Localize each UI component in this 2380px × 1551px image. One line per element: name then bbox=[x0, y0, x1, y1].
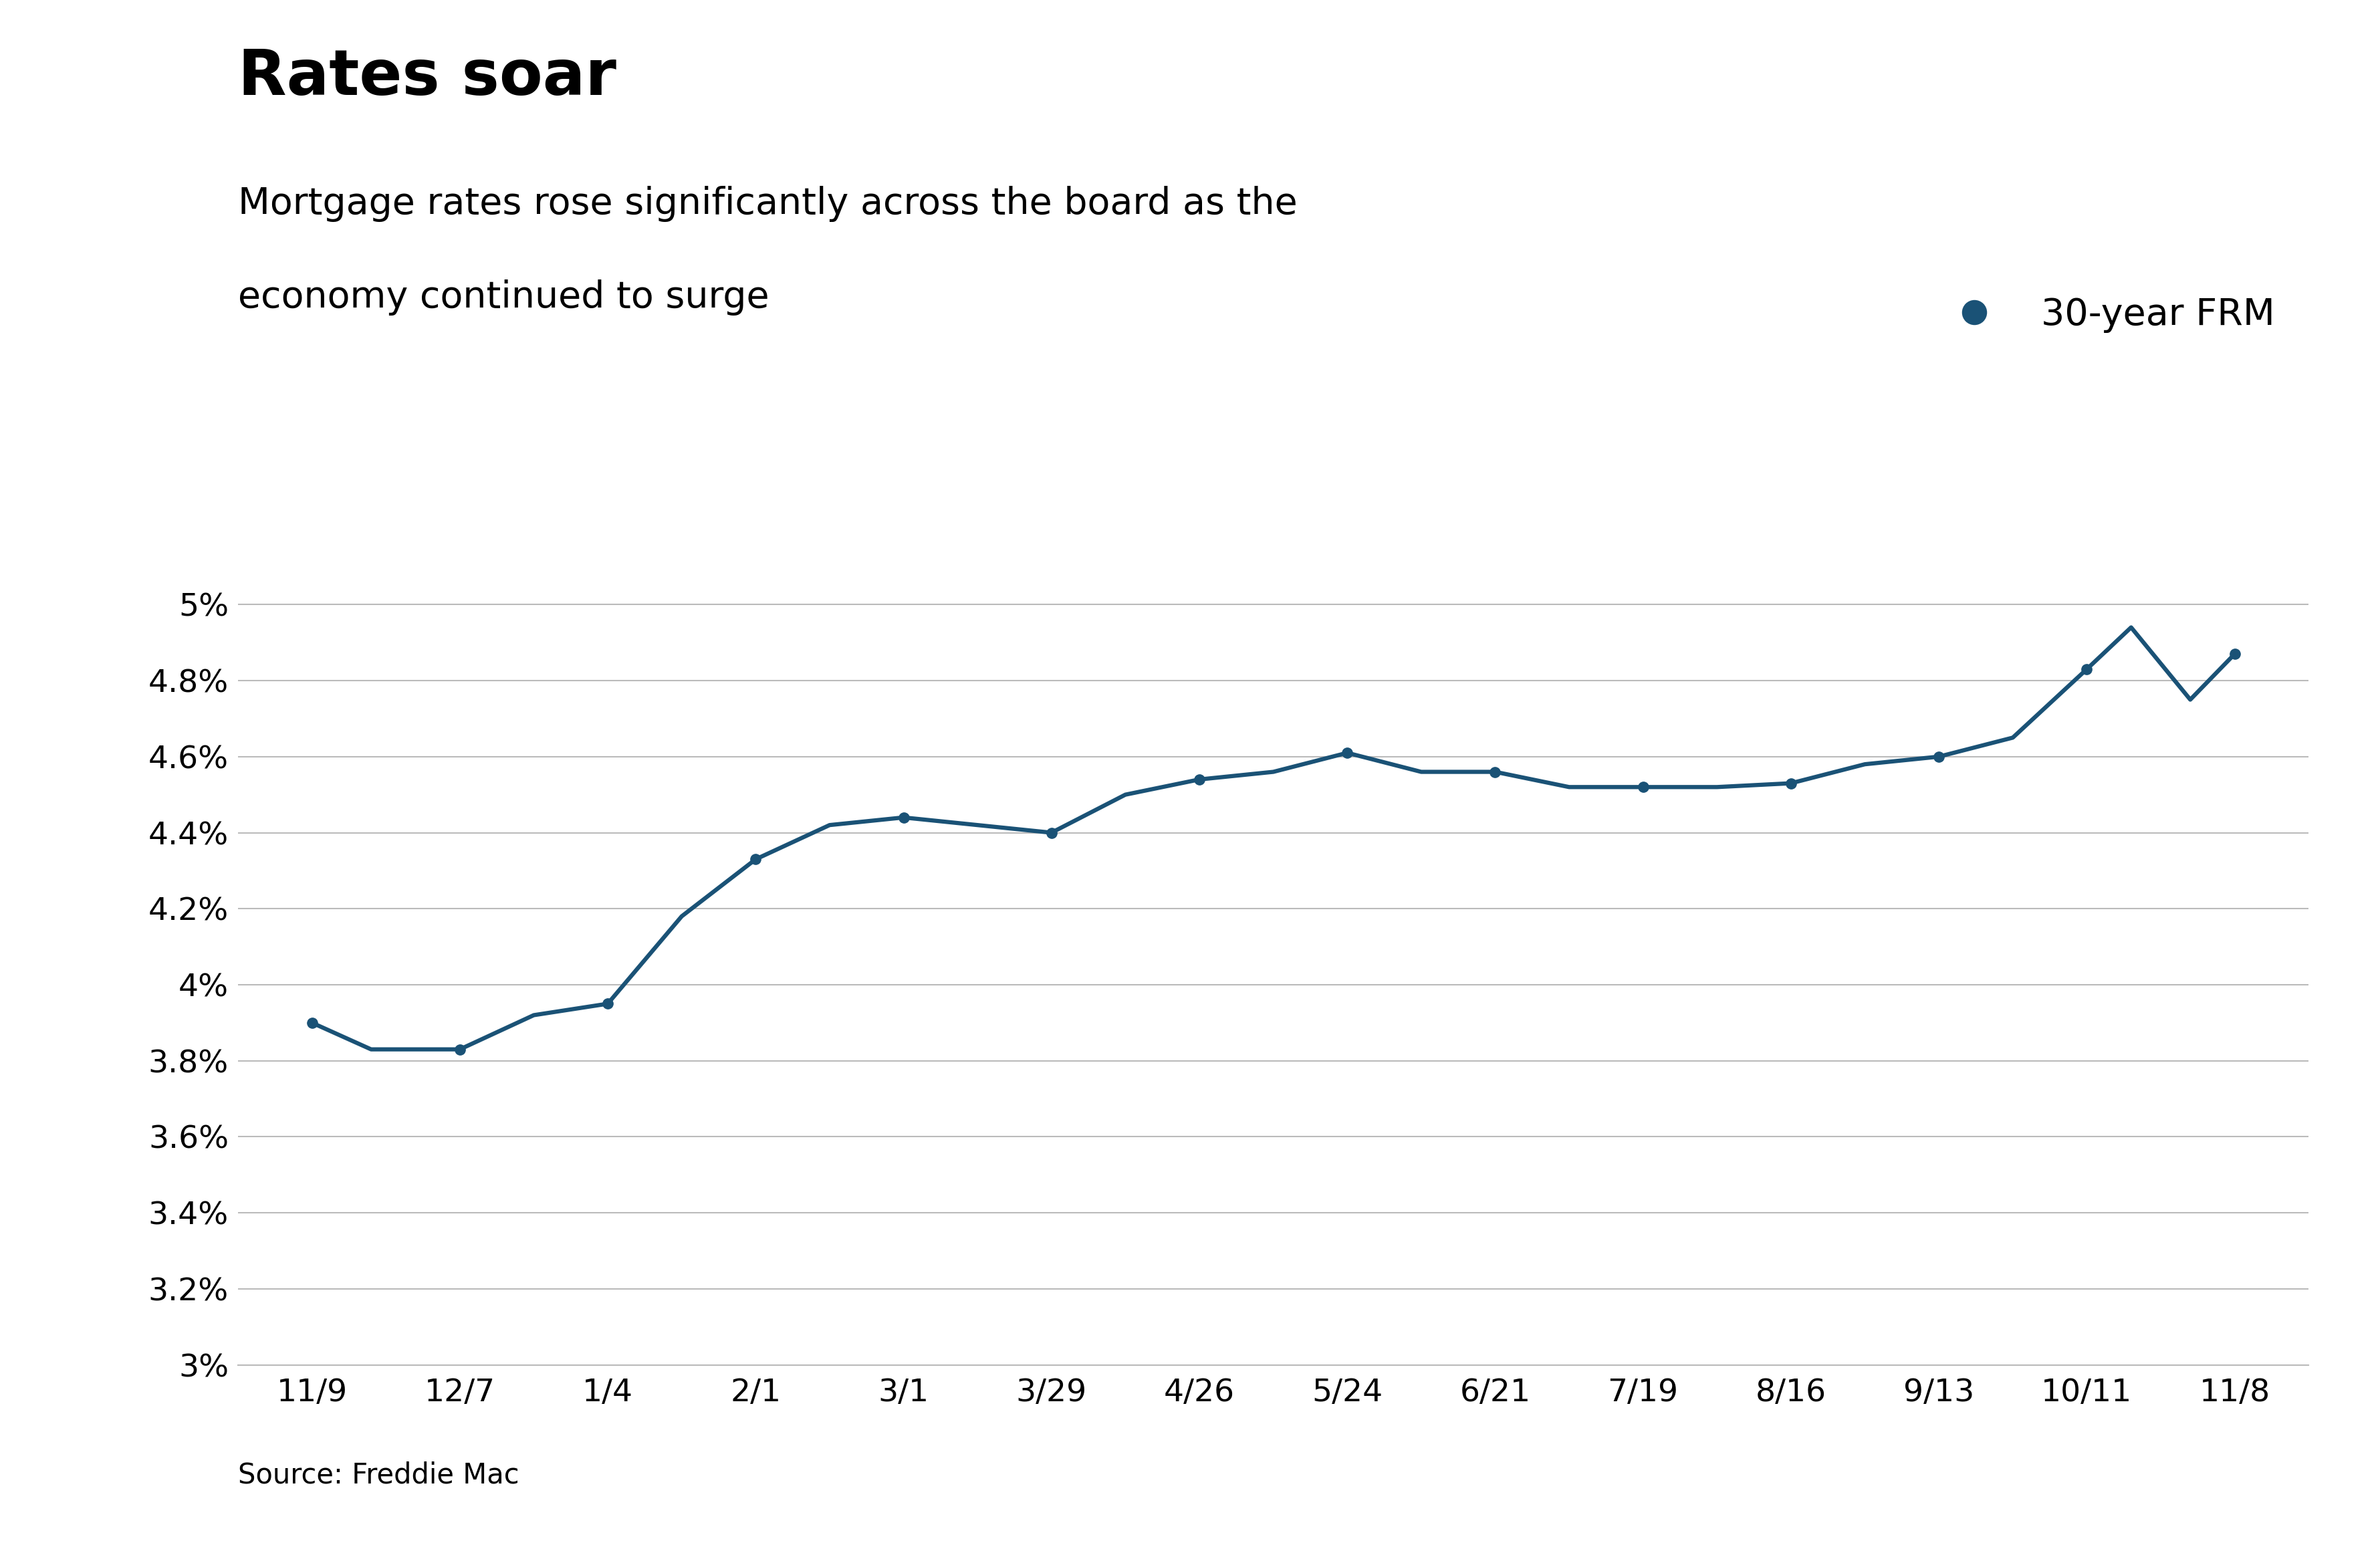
Text: Mortgage rates rose significantly across the board as the: Mortgage rates rose significantly across… bbox=[238, 186, 1297, 222]
Text: Source: Freddie Mac: Source: Freddie Mac bbox=[238, 1461, 519, 1489]
Legend: 30-year FRM: 30-year FRM bbox=[1923, 282, 2290, 347]
Text: Rates soar: Rates soar bbox=[238, 47, 616, 109]
Text: economy continued to surge: economy continued to surge bbox=[238, 279, 769, 315]
